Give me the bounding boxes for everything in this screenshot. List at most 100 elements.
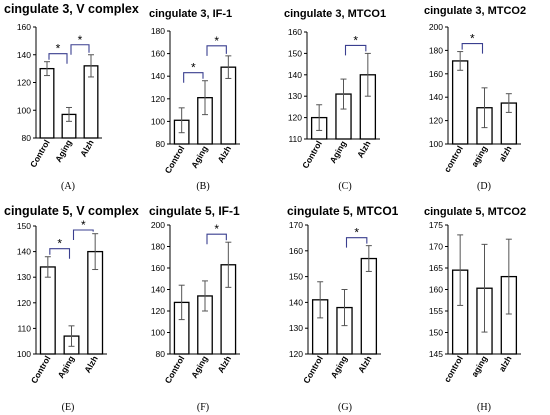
y-tick-label: 160: [289, 246, 303, 256]
significance-star: *: [57, 237, 62, 251]
y-tick-label: 175: [429, 220, 443, 230]
y-tick-label: 130: [289, 323, 303, 333]
y-tick-label: 150: [289, 272, 303, 282]
x-tick-label: alzh: [497, 144, 514, 163]
y-tick-label: 160: [151, 263, 165, 273]
x-tick-label: Control: [29, 354, 53, 385]
y-tick-label: 100: [429, 139, 443, 149]
significance-star: *: [56, 42, 61, 56]
y-tick-label: 170: [429, 242, 443, 252]
significance-star: *: [353, 33, 358, 47]
x-tick-label: aging: [469, 144, 489, 169]
chart-panel-7: cingulate 5, MTCO1 120 130 140 150 160 170 Cont…: [287, 204, 399, 413]
significance-bracket: [183, 72, 204, 83]
y-tick-label: 150: [429, 328, 443, 338]
chart-panel-4: cingulate 3, MTCO2 100 120 140 160 180 200 cont…: [424, 5, 526, 192]
y-tick-label: 120: [151, 306, 165, 316]
y-tick-label: 150: [17, 221, 31, 231]
x-tick-label: Alzh: [215, 354, 233, 375]
bar: [451, 60, 469, 145]
panel-label: (E): [62, 402, 75, 413]
chart-title: cingulate 5, MTCO1: [287, 204, 399, 218]
y-tick-label: 110: [288, 134, 302, 144]
y-tick-label: 110: [17, 323, 31, 333]
x-tick-label: Aging: [328, 139, 349, 165]
x-tick-label: Aging: [329, 354, 350, 380]
x-tick-label: Aging: [189, 144, 210, 170]
x-tick-label: aging: [469, 354, 489, 379]
y-tick-label: 100: [151, 328, 165, 338]
y-tick-label: 140: [429, 92, 443, 102]
x-tick-label: control: [442, 144, 465, 174]
y-tick-label: 140: [288, 70, 302, 80]
significance-star: *: [81, 218, 86, 232]
panel-label: (G): [338, 402, 352, 413]
y-tick-label: 120: [151, 94, 165, 104]
significance-bracket: [48, 53, 68, 64]
chart-panel-1: cingulate 3, V complex 80 100 120 140 160 Cont…: [4, 2, 139, 192]
x-tick-label: Control: [163, 144, 187, 175]
x-tick-label: Aging: [53, 138, 74, 164]
y-tick-label: 165: [429, 263, 443, 273]
y-tick-label: 120: [289, 349, 303, 359]
y-tick-label: 150: [288, 48, 302, 58]
y-tick-label: 80: [22, 133, 32, 143]
significance-star: *: [191, 61, 196, 75]
chart-title: cingulate 3, IF-1: [149, 8, 232, 20]
y-tick-label: 140: [151, 285, 165, 295]
x-tick-label: Alzh: [78, 138, 96, 159]
y-tick-label: 140: [17, 50, 31, 60]
y-tick-label: 140: [151, 71, 165, 81]
y-tick-label: 80: [156, 139, 166, 149]
panel-label: (C): [338, 181, 351, 192]
chart-title: cingulate 3, V complex: [4, 2, 139, 16]
y-tick-label: 80: [156, 349, 166, 359]
significance-bracket: [70, 44, 90, 55]
x-tick-label: Control: [300, 139, 324, 170]
chart-title: cingulate 5, IF-1: [149, 204, 240, 218]
panel-label: (H): [477, 402, 491, 413]
y-tick-label: 120: [17, 298, 31, 308]
bar: [39, 67, 55, 139]
x-tick-label: Alzh: [355, 139, 373, 160]
x-tick-label: Control: [301, 354, 325, 385]
panel-label: (F): [197, 402, 209, 413]
x-tick-label: Alzh: [215, 144, 233, 165]
significance-bracket: [206, 45, 227, 56]
chart-panel-5: cingulate 5, V complex 100 110 120 130 140 150…: [4, 204, 139, 413]
x-tick-label: alzh: [497, 354, 514, 373]
y-tick-label: 100: [151, 116, 165, 126]
chart-panel-3: cingulate 3, MTCO1 110 120 130 140 150 160 Cont…: [284, 8, 386, 192]
chart-title: cingulate 3, MTCO1: [284, 8, 386, 20]
significance-bracket: [49, 248, 71, 259]
y-tick-label: 120: [17, 78, 31, 88]
x-tick-label: Aging: [56, 354, 77, 380]
y-tick-label: 200: [151, 220, 165, 230]
y-tick-label: 130: [288, 91, 302, 101]
chart-panel-2: cingulate 3, IF-1 80 100 120 140 160 180 Contro…: [149, 8, 240, 192]
x-tick-label: Control: [28, 138, 52, 169]
y-tick-label: 130: [17, 272, 31, 282]
y-tick-label: 140: [17, 247, 31, 257]
significance-bracket: [344, 44, 367, 56]
y-tick-label: 180: [429, 45, 443, 55]
significance-star: *: [354, 226, 359, 240]
chart-title: cingulate 5, V complex: [4, 204, 139, 218]
y-tick-label: 200: [429, 22, 443, 32]
y-tick-label: 160: [17, 22, 31, 32]
y-tick-label: 120: [288, 113, 302, 123]
y-tick-label: 140: [289, 297, 303, 307]
chart-panel-6: cingulate 5, IF-1 80 100 120 140 160 180 200 Con…: [149, 204, 240, 413]
significance-bracket: [461, 43, 484, 54]
significance-star: *: [470, 32, 475, 46]
y-tick-label: 160: [429, 69, 443, 79]
chart-title: cingulate 5, MTCO2: [424, 206, 526, 218]
panel-label: (D): [477, 181, 491, 192]
y-tick-label: 145: [429, 349, 443, 359]
significance-bracket: [206, 233, 227, 245]
bar: [39, 266, 56, 355]
y-tick-label: 100: [17, 349, 31, 359]
y-tick-label: 160: [151, 49, 165, 59]
y-tick-label: 155: [429, 306, 443, 316]
